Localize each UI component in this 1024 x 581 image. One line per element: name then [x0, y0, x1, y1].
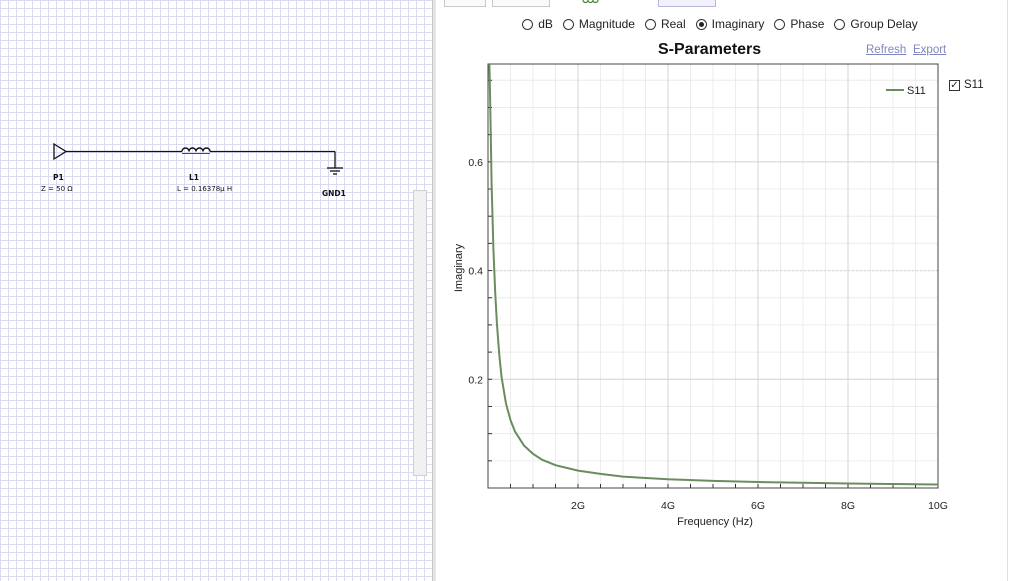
panel-splitter[interactable] — [432, 0, 437, 581]
radio-button[interactable] — [834, 18, 846, 30]
radio-magnitude[interactable]: Magnitude — [562, 17, 635, 31]
schematic-drawing: P1 Z = 50 Ω L1 L = 0.16378μ H GND1 — [41, 142, 346, 198]
s-parameter-panel: dB Magnitude Real Imaginary Phase Group … — [436, 0, 1024, 581]
y-tick-label: 0.2 — [468, 374, 483, 386]
toolbar — [436, 0, 1004, 8]
radio-label: dB — [538, 17, 553, 31]
radio-button[interactable] — [774, 18, 786, 30]
chart-title: S-Parameters — [658, 41, 762, 58]
panel-scrollbar[interactable] — [1007, 0, 1024, 581]
schematic-scrollbar[interactable] — [413, 190, 427, 476]
inductor-icon[interactable] — [581, 0, 603, 8]
radio-imaginary[interactable]: Imaginary — [695, 17, 765, 31]
radio-db[interactable]: dB — [522, 17, 553, 31]
x-tick-label: 2G — [571, 500, 585, 512]
radio-label: Magnitude — [578, 17, 635, 31]
ground-symbol[interactable] — [327, 167, 343, 175]
radio-label: Real — [660, 17, 686, 31]
y-tick-label: 0.6 — [468, 157, 483, 169]
radio-button[interactable] — [522, 18, 534, 30]
s11-checkbox-label: S11 — [964, 79, 984, 91]
s11-checkbox[interactable]: ✓ — [949, 79, 960, 91]
y-axis-label: Imaginary — [453, 243, 465, 292]
x-axis-label: Frequency (Hz) — [677, 516, 753, 528]
radio-label: Imaginary — [711, 17, 765, 31]
ground-name: GND1 — [322, 189, 346, 198]
export-link[interactable]: Export — [913, 44, 947, 56]
radio-label: Phase — [790, 17, 825, 31]
x-tick-label: 8G — [841, 500, 855, 512]
toolbar-button[interactable] — [492, 0, 550, 7]
radio-phase[interactable]: Phase — [774, 17, 824, 31]
view-mode-radio-group: dB Magnitude Real Imaginary Phase Group … — [436, 14, 1004, 34]
port-value: Z = 50 Ω — [41, 185, 73, 193]
toolbar-button[interactable] — [444, 0, 486, 7]
radio-group-delay[interactable]: Group Delay — [834, 17, 918, 31]
schematic-canvas[interactable]: P1 Z = 50 Ω L1 L = 0.16378μ H GND1 — [0, 0, 432, 581]
inductor-value: L = 0.16378μ H — [177, 185, 232, 193]
radio-label: Group Delay — [850, 17, 918, 31]
x-tick-label: 10G — [928, 500, 948, 512]
s-parameter-chart: 2G 4G 6G 8G 10G 0.2 0.4 0.6 S11 Frequency (Hz) Ima… — [453, 63, 948, 528]
port-symbol[interactable] — [53, 142, 68, 161]
toolbar-button[interactable] — [658, 0, 716, 7]
radio-real[interactable]: Real — [644, 17, 686, 31]
y-tick-label: 0.4 — [468, 266, 483, 278]
radio-button[interactable] — [562, 18, 574, 30]
x-tick-label: 6G — [751, 500, 765, 512]
inductor-name: L1 — [189, 173, 199, 182]
radio-button[interactable] — [644, 18, 656, 30]
x-tick-label: 4G — [661, 500, 675, 512]
inductor-symbol[interactable] — [181, 147, 211, 154]
plot-frame — [487, 63, 939, 489]
radio-button-selected[interactable] — [695, 18, 707, 30]
legend-label: S11 — [907, 85, 926, 97]
series-line-s11 — [488, 63, 939, 486]
s11-series-toggle[interactable]: ✓ S11 — [949, 79, 984, 91]
refresh-link[interactable]: Refresh — [866, 44, 907, 56]
port-name: P1 — [53, 173, 64, 182]
